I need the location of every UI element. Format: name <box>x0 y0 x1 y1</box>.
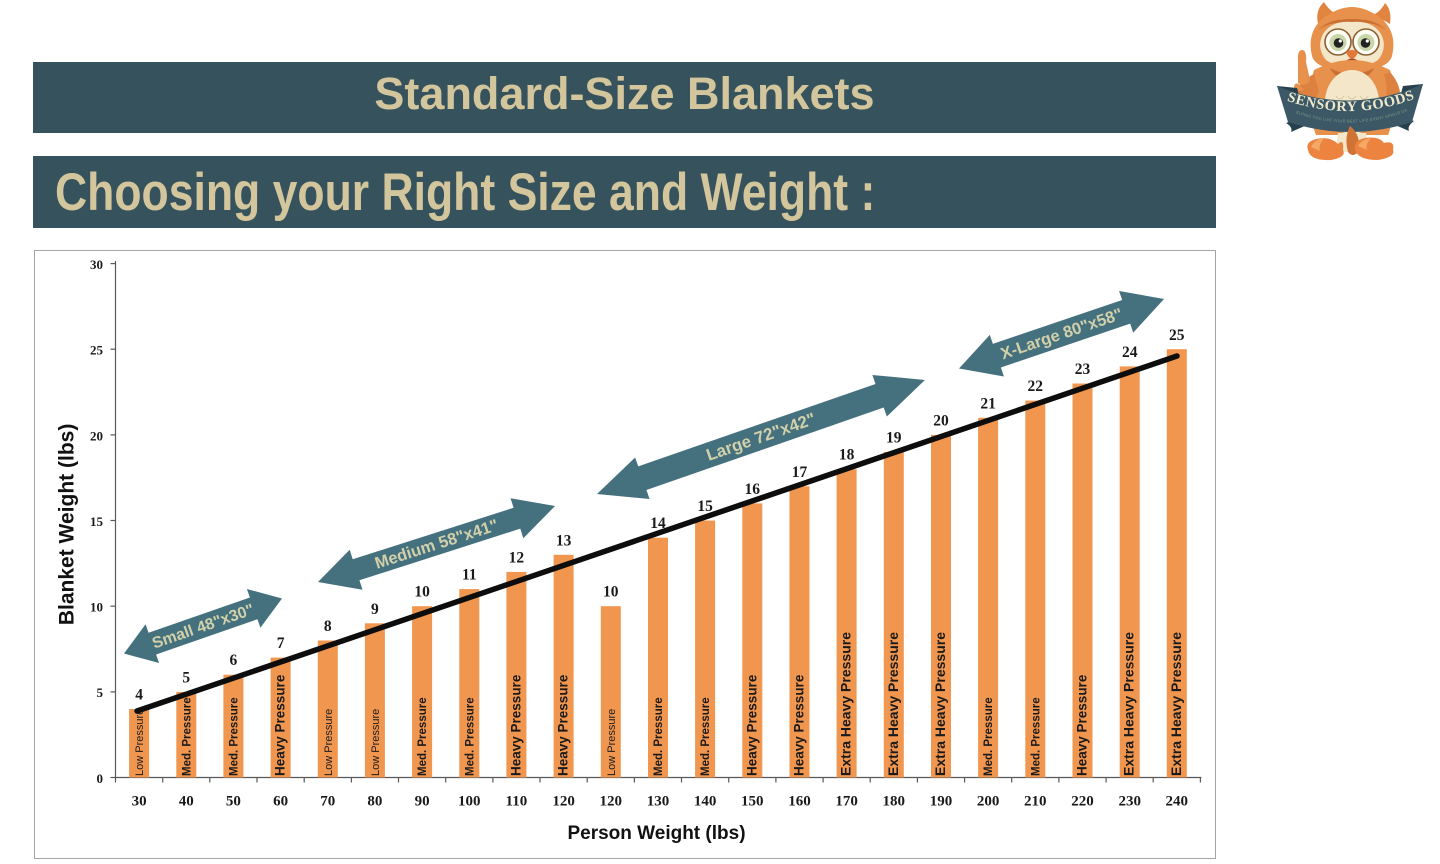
svg-text:Blanket Weight (lbs): Blanket Weight (lbs) <box>56 424 79 625</box>
svg-text:240: 240 <box>1166 794 1189 810</box>
svg-text:23: 23 <box>1075 361 1091 378</box>
svg-text:16: 16 <box>745 481 761 498</box>
svg-text:20: 20 <box>933 412 949 429</box>
svg-text:120: 120 <box>552 794 575 810</box>
svg-text:7: 7 <box>277 635 285 652</box>
svg-text:180: 180 <box>883 794 906 810</box>
svg-text:30: 30 <box>132 794 147 810</box>
svg-text:18: 18 <box>839 447 855 464</box>
svg-text:70: 70 <box>320 794 335 810</box>
svg-text:17: 17 <box>792 464 808 481</box>
svg-text:230: 230 <box>1118 794 1141 810</box>
svg-text:Extra Heavy Pressure: Extra Heavy Pressure <box>885 632 901 776</box>
svg-text:Low Pressure: Low Pressure <box>370 709 382 776</box>
svg-text:Med. Pressure: Med. Pressure <box>1030 697 1042 776</box>
svg-text:5: 5 <box>97 685 104 700</box>
svg-text:Person Weight (lbs): Person Weight (lbs) <box>567 823 745 844</box>
svg-text:160: 160 <box>788 794 811 810</box>
svg-text:24: 24 <box>1122 344 1138 361</box>
svg-text:80: 80 <box>367 794 382 810</box>
svg-text:Heavy Pressure: Heavy Pressure <box>1075 674 1090 776</box>
svg-text:90: 90 <box>415 794 430 810</box>
svg-text:Heavy Pressure: Heavy Pressure <box>556 674 571 776</box>
svg-text:Low Pressure: Low Pressure <box>606 709 618 776</box>
svg-text:Heavy Pressure: Heavy Pressure <box>792 674 807 776</box>
svg-text:X-Large 80"x58": X-Large 80"x58" <box>998 305 1125 363</box>
svg-text:210: 210 <box>1024 794 1047 810</box>
svg-text:Low Pressure: Low Pressure <box>134 709 146 776</box>
svg-text:220: 220 <box>1071 794 1094 810</box>
svg-text:12: 12 <box>509 549 525 566</box>
svg-text:30: 30 <box>90 257 103 272</box>
svg-text:Heavy Pressure: Heavy Pressure <box>273 674 288 776</box>
svg-text:15: 15 <box>697 498 713 515</box>
svg-text:Extra Heavy Pressure: Extra Heavy Pressure <box>932 632 948 776</box>
svg-text:11: 11 <box>462 567 477 584</box>
svg-text:Heavy Pressure: Heavy Pressure <box>744 674 759 776</box>
svg-text:150: 150 <box>741 794 764 810</box>
svg-text:40: 40 <box>179 794 194 810</box>
svg-text:25: 25 <box>90 343 104 358</box>
svg-text:Med. Pressure: Med. Pressure <box>464 697 476 776</box>
svg-text:100: 100 <box>458 794 481 810</box>
svg-text:Extra Heavy Pressure: Extra Heavy Pressure <box>838 632 854 776</box>
svg-text:Extra Heavy Pressure: Extra Heavy Pressure <box>1121 632 1137 776</box>
svg-text:Low Pressure: Low Pressure <box>323 709 335 776</box>
svg-text:Heavy Pressure: Heavy Pressure <box>508 674 523 776</box>
svg-text:170: 170 <box>835 794 858 810</box>
svg-text:4: 4 <box>135 687 143 704</box>
svg-text:Med. Pressure: Med. Pressure <box>228 697 240 776</box>
svg-text:Med. Pressure: Med. Pressure <box>417 697 429 776</box>
svg-text:10: 10 <box>414 584 430 601</box>
svg-text:14: 14 <box>650 515 666 532</box>
svg-text:20: 20 <box>90 428 103 443</box>
svg-text:50: 50 <box>226 794 241 810</box>
svg-text:200: 200 <box>977 794 1000 810</box>
svg-text:0: 0 <box>97 771 104 786</box>
svg-text:120: 120 <box>600 794 623 810</box>
svg-text:130: 130 <box>647 794 670 810</box>
svg-text:10: 10 <box>90 600 103 615</box>
svg-text:110: 110 <box>506 794 528 810</box>
svg-text:Med. Pressure: Med. Pressure <box>181 697 193 776</box>
svg-text:190: 190 <box>930 794 953 810</box>
svg-text:9: 9 <box>371 601 379 618</box>
svg-text:5: 5 <box>182 669 190 686</box>
svg-text:13: 13 <box>556 532 572 549</box>
svg-text:10: 10 <box>603 584 619 601</box>
svg-text:60: 60 <box>273 794 288 810</box>
svg-text:6: 6 <box>230 652 238 669</box>
svg-text:15: 15 <box>90 514 104 529</box>
svg-text:Med. Pressure: Med. Pressure <box>700 697 712 776</box>
svg-text:19: 19 <box>886 430 902 447</box>
svg-text:Medium 58"x41": Medium 58"x41" <box>373 516 501 572</box>
svg-text:Med. Pressure: Med. Pressure <box>983 697 995 776</box>
svg-text:25: 25 <box>1169 327 1185 344</box>
svg-text:22: 22 <box>1028 378 1044 395</box>
svg-text:HELPING YOU LIVE YOUR BEST LIF: HELPING YOU LIVE YOUR BEST LIFE EVERY SI… <box>0 0 1408 124</box>
svg-text:21: 21 <box>980 395 996 412</box>
svg-text:Extra Heavy Pressure: Extra Heavy Pressure <box>1168 632 1184 776</box>
svg-text:140: 140 <box>694 794 717 810</box>
svg-text:Large 72"x42": Large 72"x42" <box>704 409 818 465</box>
svg-text:8: 8 <box>324 618 332 635</box>
svg-text:Med. Pressure: Med. Pressure <box>653 697 665 776</box>
